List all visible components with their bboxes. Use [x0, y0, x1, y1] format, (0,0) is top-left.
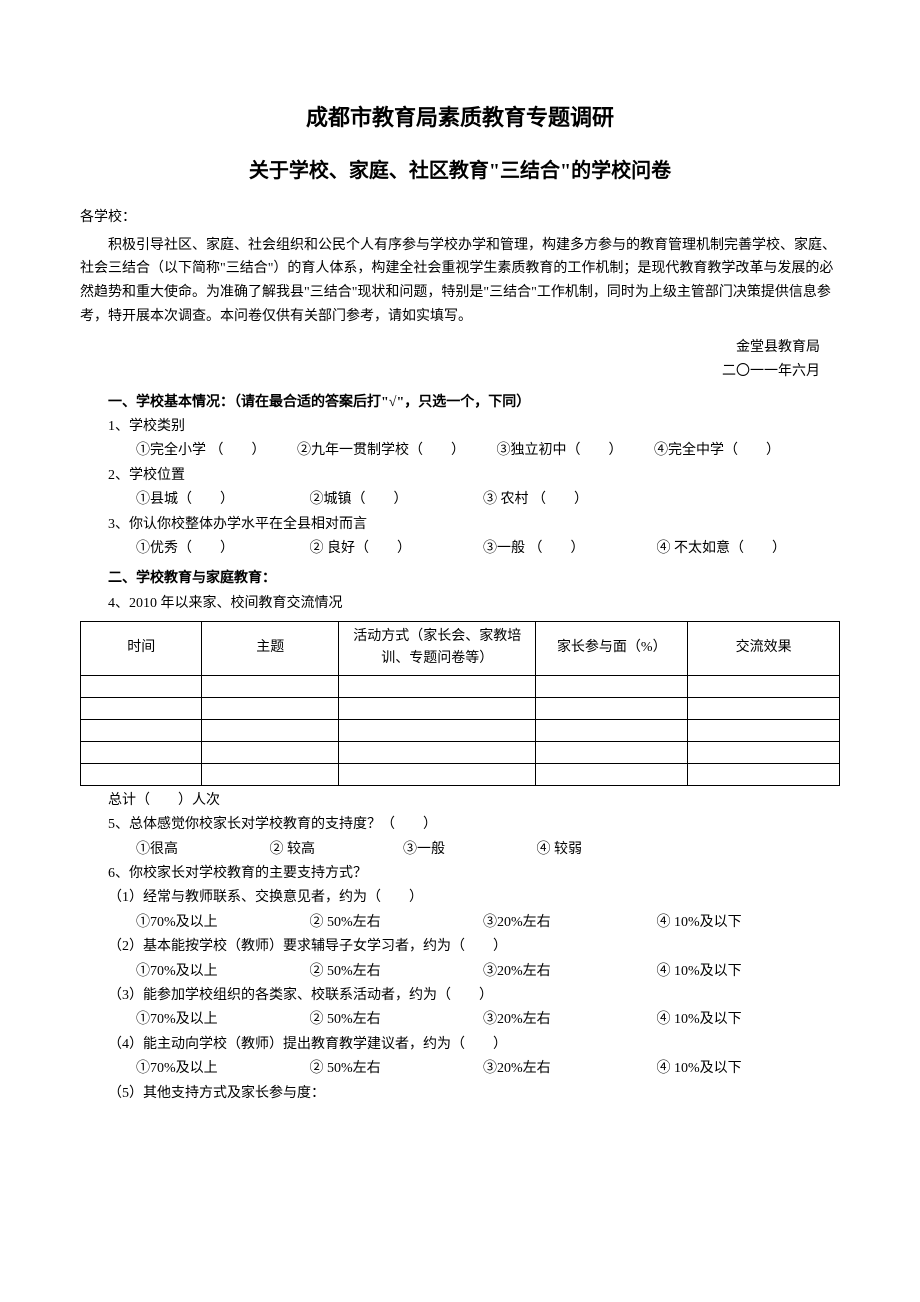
question-2-options: ①县城（ ） ②城镇（ ） ③ 农村 （ ）: [80, 489, 840, 511]
q5-opt-c[interactable]: ③一般: [375, 839, 505, 861]
q3-opt-b[interactable]: ② 良好（ ）: [282, 538, 452, 560]
th-topic: 主题: [202, 622, 339, 676]
q5-opt-a[interactable]: ①很高: [108, 839, 238, 861]
table-body: [81, 675, 840, 785]
table-header-row: 时间 主题 活动方式（家长会、家教培训、专题问卷等） 家长参与面（%） 交流效果: [81, 622, 840, 676]
q6-1-opt-a[interactable]: ①70%及以上: [108, 912, 278, 934]
table-row: [81, 697, 840, 719]
q6-1-opt-b[interactable]: ② 50%左右: [282, 912, 452, 934]
q6-1-opt-d[interactable]: ④ 10%及以下: [629, 912, 789, 934]
question-6-2: （2）基本能按学校（教师）要求辅导子女学习者，约为（ ）: [80, 936, 840, 958]
table-row: [81, 763, 840, 785]
question-2: 2、学校位置: [80, 465, 840, 487]
q5-opt-b[interactable]: ② 较高: [242, 839, 372, 861]
main-title: 成都市教育局素质教育专题调研: [80, 100, 840, 135]
table-row: [81, 741, 840, 763]
intro-paragraph: 积极引导社区、家庭、社会组织和公民个人有序参与学校办学和管理，构建多方参与的教育…: [80, 234, 840, 329]
q6-3-opt-b[interactable]: ② 50%左右: [282, 1009, 452, 1031]
question-5-options: ①很高 ② 较高 ③一般 ④ 较弱: [80, 839, 840, 861]
q6-4-opt-a[interactable]: ①70%及以上: [108, 1058, 278, 1080]
th-method: 活动方式（家长会、家教培训、专题问卷等）: [339, 622, 536, 676]
salutation: 各学校：: [80, 207, 840, 229]
signature-date: 二〇一一年六月: [80, 361, 840, 383]
question-5: 5、总体感觉你校家长对学校教育的支持度？（ ）: [80, 814, 840, 836]
question-6-5: （5）其他支持方式及家长参与度：: [80, 1083, 840, 1105]
question-1-options: ①完全小学 （ ） ②九年一贯制学校（ ） ③独立初中（ ） ④完全中学（ ）: [80, 440, 840, 462]
question-6-3-options: ①70%及以上 ② 50%左右 ③20%左右 ④ 10%及以下: [80, 1009, 840, 1031]
q1-opt-c[interactable]: ③独立初中（ ）: [469, 440, 623, 462]
q1-opt-b[interactable]: ②九年一贯制学校（ ）: [269, 440, 465, 462]
section-2-heading: 二、学校教育与家庭教育：: [80, 568, 840, 590]
th-time: 时间: [81, 622, 202, 676]
q6-3-opt-c[interactable]: ③20%左右: [455, 1009, 625, 1031]
th-participation: 家长参与面（%）: [536, 622, 688, 676]
q6-2-opt-d[interactable]: ④ 10%及以下: [629, 961, 789, 983]
question-6-1: （1）经常与教师联系、交换意见者，约为（ ）: [80, 887, 840, 909]
q6-1-opt-c[interactable]: ③20%左右: [455, 912, 625, 934]
section-1-heading: 一、学校基本情况：（请在最合适的答案后打"√"，只选一个，下同）: [80, 392, 840, 414]
table-row: [81, 719, 840, 741]
q6-2-opt-b[interactable]: ② 50%左右: [282, 961, 452, 983]
q4-total: 总计（ ）人次: [80, 790, 840, 812]
question-6-1-options: ①70%及以上 ② 50%左右 ③20%左右 ④ 10%及以下: [80, 912, 840, 934]
q3-opt-d[interactable]: ④ 不太如意（ ）: [629, 538, 789, 560]
q6-4-opt-c[interactable]: ③20%左右: [455, 1058, 625, 1080]
question-6-3: （3）能参加学校组织的各类家、校联系活动者，约为（ ）: [80, 985, 840, 1007]
q6-3-opt-a[interactable]: ①70%及以上: [108, 1009, 278, 1031]
q6-2-opt-a[interactable]: ①70%及以上: [108, 961, 278, 983]
question-3-options: ①优秀（ ） ② 良好（ ） ③一般 （ ） ④ 不太如意（ ）: [80, 538, 840, 560]
question-1: 1、学校类别: [80, 416, 840, 438]
q6-2-opt-c[interactable]: ③20%左右: [455, 961, 625, 983]
question-3: 3、你认你校整体办学水平在全县相对而言: [80, 514, 840, 536]
q2-opt-c[interactable]: ③ 农村 （ ）: [455, 489, 625, 511]
question-6-4: （4）能主动向学校（教师）提出教育教学建议者，约为（ ）: [80, 1034, 840, 1056]
q5-opt-d[interactable]: ④ 较弱: [509, 839, 583, 861]
q2-opt-a[interactable]: ①县城（ ）: [108, 489, 278, 511]
q3-opt-c[interactable]: ③一般 （ ）: [455, 538, 625, 560]
q6-3-opt-d[interactable]: ④ 10%及以下: [629, 1009, 789, 1031]
exchange-table: 时间 主题 活动方式（家长会、家教培训、专题问卷等） 家长参与面（%） 交流效果: [80, 621, 840, 786]
signature-org: 金堂县教育局: [80, 337, 840, 359]
question-4: 4、2010 年以来家、校间教育交流情况: [80, 593, 840, 615]
question-6-4-options: ①70%及以上 ② 50%左右 ③20%左右 ④ 10%及以下: [80, 1058, 840, 1080]
q1-opt-d[interactable]: ④完全中学（ ）: [626, 440, 780, 462]
sub-title: 关于学校、家庭、社区教育"三结合"的学校问卷: [80, 155, 840, 187]
q3-opt-a[interactable]: ①优秀（ ）: [108, 538, 278, 560]
question-6-2-options: ①70%及以上 ② 50%左右 ③20%左右 ④ 10%及以下: [80, 961, 840, 983]
q6-4-opt-d[interactable]: ④ 10%及以下: [629, 1058, 789, 1080]
q1-opt-a[interactable]: ①完全小学 （ ）: [108, 440, 266, 462]
q2-opt-b[interactable]: ②城镇（ ）: [282, 489, 452, 511]
question-6: 6、你校家长对学校教育的主要支持方式？: [80, 863, 840, 885]
q6-4-opt-b[interactable]: ② 50%左右: [282, 1058, 452, 1080]
th-effect: 交流效果: [688, 622, 840, 676]
table-row: [81, 675, 840, 697]
